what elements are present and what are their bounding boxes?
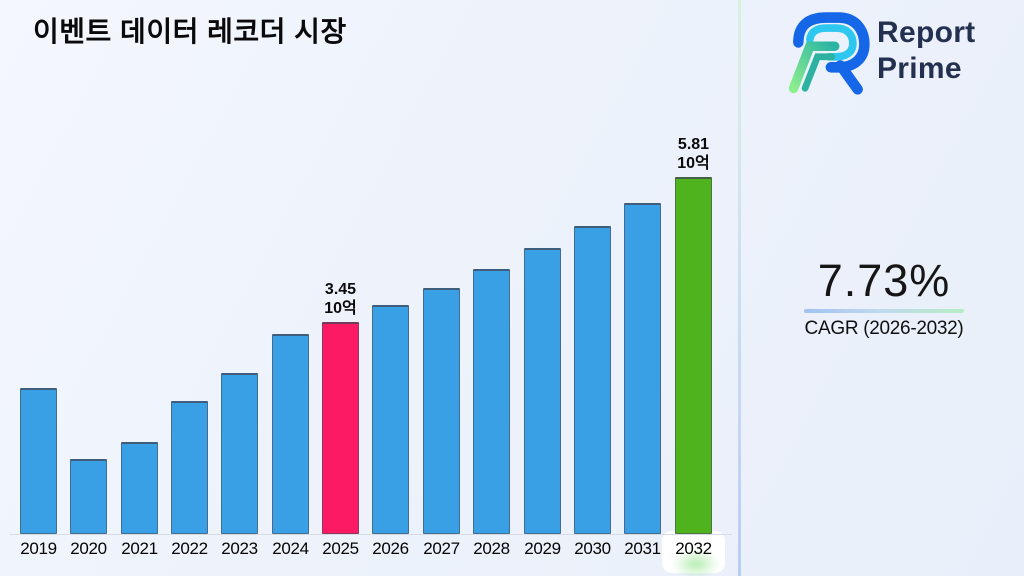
bar-2021 (121, 442, 158, 534)
cagr-label: CAGR (2026-2032) (804, 318, 964, 339)
bar-2026 (372, 305, 409, 534)
bar-value-label-2025: 3.45 10억 (324, 281, 357, 317)
x-axis-line (10, 534, 732, 535)
vertical-divider (738, 0, 741, 576)
bar-chart: 2019 2020 2021 2022 2023 2024 2025 3.45 10억 2026… (10, 136, 732, 576)
x-tick-2025: 2025 (322, 539, 359, 558)
x-tick-2028: 2028 (473, 539, 510, 558)
bar-2027 (423, 288, 460, 534)
bar-2028 (473, 269, 510, 534)
report-prime-logo-icon (788, 12, 870, 95)
x-tick-2024: 2024 (272, 539, 309, 558)
bar-2022 (171, 401, 208, 534)
cagr-value: 7.73% (817, 255, 951, 306)
bar-2020 (70, 459, 107, 534)
logo-text-line2: Prime (877, 52, 962, 85)
bar-2025 (322, 322, 359, 534)
x-tick-2021: 2021 (121, 539, 158, 558)
x-tick-2022: 2022 (171, 539, 208, 558)
bar-value-label-2032: 5.81 10억 (677, 136, 710, 172)
x-tick-2031: 2031 (624, 539, 661, 558)
logo-text-line1: Report (877, 16, 976, 49)
bar-2024 (272, 334, 309, 534)
bar-2032 (675, 177, 712, 534)
x-tick-2026: 2026 (372, 539, 409, 558)
report-prime-logo: Report Prime (784, 8, 975, 96)
x-tick-2023: 2023 (221, 539, 258, 558)
x-tick-2030: 2030 (574, 539, 611, 558)
bar-2019 (20, 388, 57, 534)
bar-2023 (221, 373, 258, 534)
page-title: 이벤트 데이터 레코더 시장 (33, 16, 347, 47)
cagr-underline (804, 309, 964, 313)
x-tick-2019: 2019 (20, 539, 57, 558)
cagr-panel: 7.73% CAGR (2026-2032) (760, 256, 1008, 340)
x-tick-2029: 2029 (524, 539, 561, 558)
bar-2030 (574, 226, 611, 534)
x-tick-2020: 2020 (70, 539, 107, 558)
bar-2029 (524, 248, 561, 534)
x-tick-2032: 2032 (675, 539, 712, 558)
x-tick-2027: 2027 (423, 539, 460, 558)
bar-2031 (624, 203, 661, 534)
green-glow-decoration (672, 549, 720, 576)
logo-text: Report Prime (877, 15, 975, 87)
